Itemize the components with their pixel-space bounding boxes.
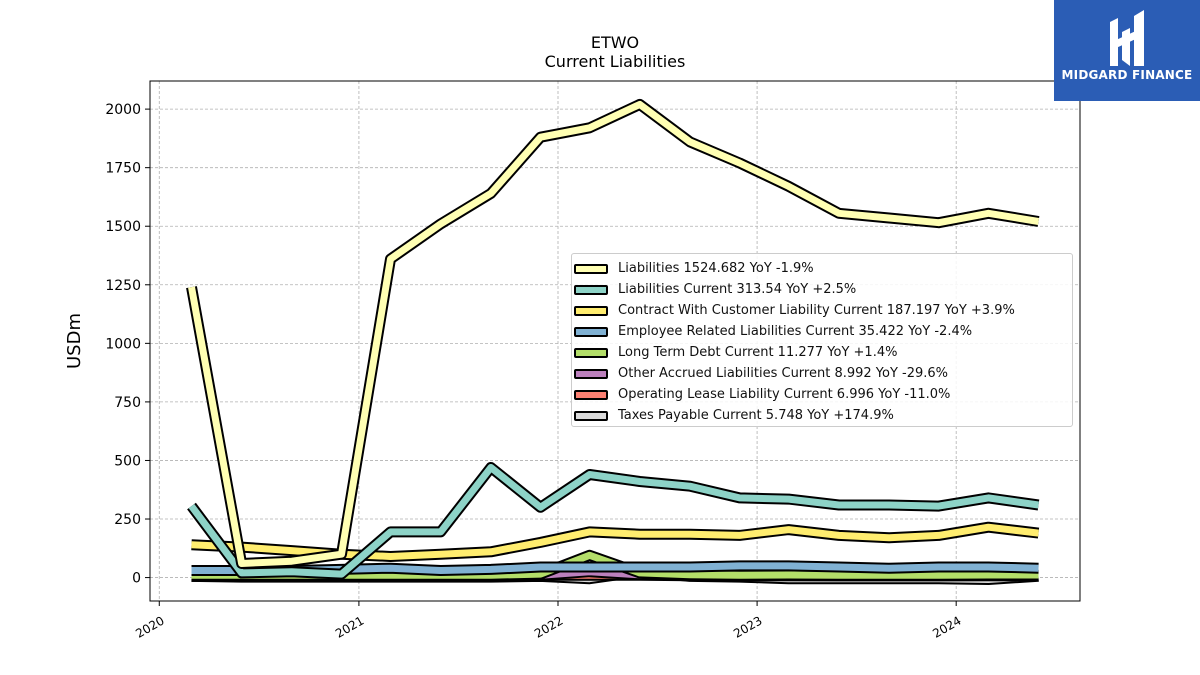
y-tick-label: 1250 bbox=[105, 278, 141, 294]
x-tick-label: 2022 bbox=[532, 613, 565, 640]
legend-label: Long Term Debt Current 11.277 YoY +1.4% bbox=[618, 345, 898, 360]
series-layer bbox=[186, 98, 1040, 585]
y-tick-label: 750 bbox=[114, 395, 141, 411]
legend-item: Contract With Customer Liability Current… bbox=[572, 300, 1072, 321]
y-tick-label: 1000 bbox=[105, 336, 141, 352]
x-tick-label: 2024 bbox=[930, 613, 963, 640]
legend-item: Liabilities 1524.682 YoY -1.9% bbox=[572, 258, 1072, 279]
logo: MIDGARD FINANCE bbox=[1054, 0, 1200, 101]
legend-item: Employee Related Liabilities Current 35.… bbox=[572, 321, 1072, 342]
legend-label: Operating Lease Liability Current 6.996 … bbox=[618, 387, 951, 402]
y-tick-label: 2000 bbox=[105, 102, 141, 118]
legend-label: Contract With Customer Liability Current… bbox=[618, 303, 1015, 318]
legend-swatch bbox=[574, 263, 608, 274]
plot-frame bbox=[149, 80, 1081, 602]
legend: Liabilities 1524.682 YoY -1.9% Liabilitie… bbox=[571, 253, 1073, 427]
legend-swatch bbox=[574, 389, 608, 400]
chart-subtitle: Current Liabilities bbox=[544, 52, 686, 71]
x-tick-label: 2020 bbox=[133, 613, 166, 640]
legend-swatch bbox=[574, 347, 608, 358]
legend-swatch bbox=[574, 305, 608, 316]
legend-label: Taxes Payable Current 5.748 YoY +174.9% bbox=[618, 408, 894, 423]
legend-swatch bbox=[574, 284, 608, 295]
legend-label: Other Accrued Liabilities Current 8.992 … bbox=[618, 366, 949, 381]
y-axis-label: USDm bbox=[64, 313, 85, 369]
x-tick-label: 2021 bbox=[333, 613, 366, 640]
logo-brand: MIDGARD FINANCE bbox=[1061, 68, 1193, 82]
legend-label: Employee Related Liabilities Current 35.… bbox=[618, 324, 973, 339]
series-line-liabilities-current bbox=[188, 464, 1039, 578]
y-tick-label: 0 bbox=[132, 571, 141, 587]
legend-swatch bbox=[574, 368, 608, 379]
legend-label: Liabilities Current 313.54 YoY +2.5% bbox=[618, 282, 857, 297]
chart-title: ETWO bbox=[590, 33, 640, 52]
y-tick-label: 250 bbox=[114, 512, 141, 528]
legend-swatch bbox=[574, 326, 608, 337]
y-tick-label: 1500 bbox=[105, 219, 141, 235]
legend-item: Operating Lease Liability Current 6.996 … bbox=[572, 384, 1072, 405]
legend-item: Other Accrued Liabilities Current 8.992 … bbox=[572, 363, 1072, 384]
legend-swatch bbox=[574, 410, 608, 421]
legend-label: Liabilities 1524.682 YoY -1.9% bbox=[618, 261, 814, 276]
legend-item: Taxes Payable Current 5.748 YoY +174.9% bbox=[572, 405, 1072, 426]
legend-item: Liabilities Current 313.54 YoY +2.5% bbox=[572, 279, 1072, 300]
y-tick-label: 1750 bbox=[105, 161, 141, 177]
x-tick-label: 2023 bbox=[731, 613, 764, 640]
logo-mark-icon bbox=[1104, 8, 1152, 72]
legend-item: Long Term Debt Current 11.277 YoY +1.4% bbox=[572, 342, 1072, 363]
series-line-liabilities bbox=[188, 100, 1040, 567]
y-tick-label: 500 bbox=[114, 453, 141, 469]
